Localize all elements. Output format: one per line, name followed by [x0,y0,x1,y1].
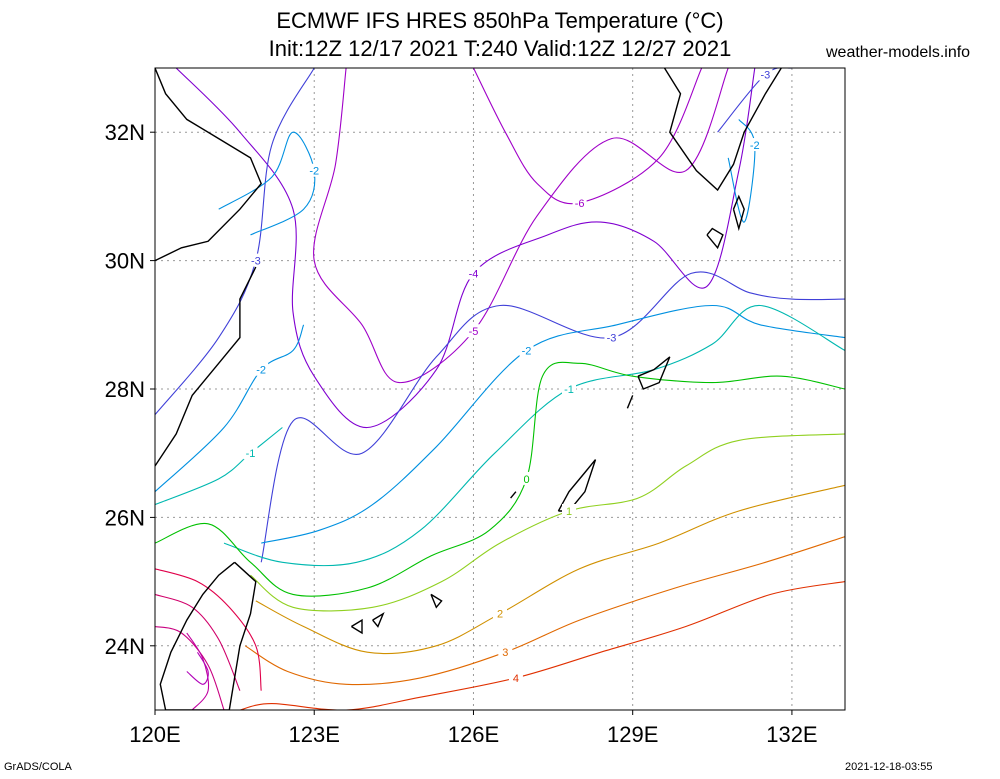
contour-label: -1 [246,448,256,460]
kumejima-coastline [510,491,517,499]
contour-label: -6 [575,198,585,210]
contour-label-bg [493,606,507,620]
taiwan-coastline [159,561,257,710]
lon-tick-label: 126E [448,722,499,747]
contour-label-bg [466,324,481,338]
timestamp-label: 2021-12-18-03:55 [845,761,933,773]
okinawa-coastline [557,459,597,512]
zhejiang-fujian-coast-coastline [155,266,257,467]
contour-label-bg [307,163,322,177]
isotherm-line [155,68,315,416]
isotherm-line [244,536,845,686]
contour-label-bg [572,195,587,209]
isotherm-line [218,131,316,236]
iriomote-coastline [351,618,363,635]
contour-label-bg [562,503,576,517]
contour-label: 0 [523,474,529,486]
yakushima-coastline [706,227,724,250]
contour-label: -5 [469,326,479,338]
tanegashima-coastline [732,194,745,232]
contour-label: 1 [566,506,572,518]
lat-tick-label: 30N [105,249,145,274]
contour-label-bg [519,471,534,485]
axis-ticks: 120E 123E 126E 129E 132E 24N 26N 28N 30N 32N [105,120,818,747]
contour-label: -1 [564,384,574,396]
contour-label: -2 [522,345,532,357]
isotherm-line [727,119,756,223]
chart-subtitle: Init:12Z 12/17 2021 T:240 Valid:12Z 12/2… [268,36,732,61]
isotherm-line [186,632,210,710]
contour-label: 4 [513,673,519,685]
contour-label-bg [254,362,269,376]
contour-label: -2 [309,166,319,178]
isotherm-line [155,593,241,691]
tokunoshima-coastline [626,395,634,409]
lon-tick-label: 120E [129,722,180,747]
contour-label-bg [519,343,534,357]
isotherm-line [223,304,845,567]
lat-tick-label: 26N [105,505,145,530]
lon-tick-label: 129E [607,722,658,747]
miyako-coastline [430,593,443,609]
contour-label-bg [562,382,576,395]
amami-oshima-coastline [637,356,671,390]
lat-tick-label: 28N [105,377,145,402]
china-coast-coastline [155,68,263,262]
lat-tick-label: 32N [105,120,145,145]
contour-label: -4 [469,268,479,280]
contour-label: -3 [251,256,261,268]
site-label: weather-models.info [826,44,971,61]
gridlines [155,68,845,710]
isotherm-line [313,68,729,384]
contour-label-bg [243,446,258,460]
isotherm-line [255,484,845,654]
isotherm-line [155,361,845,597]
contour-label: -3 [760,69,770,81]
isotherm-line [261,304,845,544]
contour-labels: -6 -5 -4 -3 -3 -3 -2 -2 -2 -2 -1 -1 0 1 2 3 4 [243,67,773,685]
isotherm-line [250,433,845,612]
contour-label: -2 [256,365,266,377]
contour-label: -3 [607,333,617,345]
contour-label: 2 [497,609,503,621]
contour-label-bg [508,670,523,684]
lat-tick-label: 24N [105,634,145,659]
contour-label-bg [466,266,481,280]
contour-label: 3 [502,647,508,659]
isotherm-line [186,651,209,685]
isotherm-line [175,68,756,429]
ishigaki-coastline [372,611,385,628]
isotherm-line [155,427,283,506]
isotherm-line [473,68,703,205]
isotherm-line [260,271,845,563]
contour-label-bg [758,67,773,81]
contour-label-bg [747,138,762,152]
lon-tick-label: 132E [766,722,817,747]
contour-label-bg [498,645,513,659]
isotherm-line [155,568,262,691]
contour-label: -2 [750,140,760,152]
kyushu-west-coastline [663,68,782,192]
isotherm-line [717,68,793,133]
credit-label: GrADS/COLA [4,761,72,773]
isotherm-line [155,625,225,710]
contour-label-bg [604,330,619,344]
contour-label-bg [248,253,263,267]
chart-title: ECMWF IFS HRES 850hPa Temperature (°C) [276,8,724,33]
lon-tick-label: 123E [289,722,340,747]
coastlines [155,68,782,710]
